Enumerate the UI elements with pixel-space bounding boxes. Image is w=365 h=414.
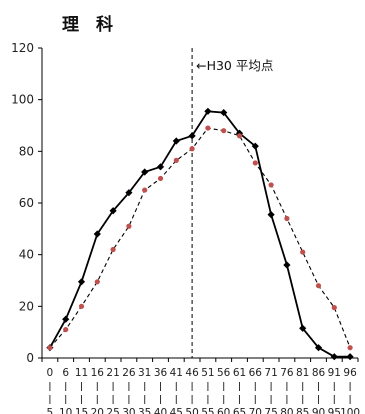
x-tick-label-start: 41	[170, 367, 183, 379]
x-tick-label-end: 25	[106, 407, 119, 414]
series-2-point	[142, 187, 148, 193]
x-tick-label-end: 15	[75, 407, 88, 414]
series-1-point	[283, 261, 291, 269]
x-tick-label-start: 21	[106, 367, 119, 379]
x-tick-label-start: 96	[343, 367, 357, 379]
series-1-point	[299, 324, 307, 332]
x-tick-label-start: 76	[280, 367, 294, 379]
series-1-point	[109, 207, 117, 215]
x-tick-label-start: 71	[264, 367, 277, 379]
x-tick-label-start: 11	[75, 367, 88, 379]
series-2-point	[157, 175, 164, 182]
series-2-point	[300, 249, 306, 255]
series-2-point	[126, 223, 132, 229]
series-1-point	[141, 168, 149, 176]
y-tick-label: 120	[11, 41, 34, 55]
x-tick-label-end: 50	[185, 407, 198, 414]
series-2-point	[205, 125, 211, 131]
x-tick-label-start: 46	[185, 367, 199, 379]
series-2-line	[49, 127, 351, 349]
x-tick-label-end: 40	[154, 407, 167, 414]
series-2-point	[173, 157, 179, 163]
x-tick-label-end: 45	[170, 407, 183, 414]
series-1-point	[220, 108, 228, 117]
series-group	[46, 107, 354, 361]
series-1-point	[330, 353, 338, 361]
y-tick-label: 20	[19, 299, 34, 313]
x-tick-label-start: 56	[217, 367, 231, 379]
y-tick-label: 80	[19, 144, 34, 158]
x-tick-label-start: 81	[296, 367, 309, 379]
chart-title: 理 科	[62, 14, 113, 35]
x-tick-label-end: 60	[217, 407, 230, 414]
series-1-point	[314, 344, 323, 352]
x-tick-label-end: 65	[233, 407, 246, 414]
series-2-point	[221, 128, 227, 134]
series-2-point	[331, 305, 337, 311]
series-1-point	[346, 353, 354, 361]
y-tick-label: 0	[26, 351, 34, 365]
series-2-point	[284, 215, 290, 222]
y-axis-ticks: 0 20 40 60 80 100 120	[11, 41, 42, 365]
series-1-point	[156, 163, 165, 171]
series-2-point	[110, 246, 116, 253]
x-tick-label-end: 95	[328, 407, 341, 414]
y-tick-label: 40	[19, 248, 34, 262]
series-1-point	[125, 189, 133, 197]
x-tick-label-end: 70	[249, 407, 262, 414]
series-2-point	[315, 283, 322, 289]
y-tick-label: 100	[11, 93, 34, 107]
x-tick-label-start: 36	[154, 367, 168, 379]
series-1-point	[204, 107, 212, 115]
chart-axes	[41, 48, 358, 359]
series-2-point	[189, 146, 195, 152]
series-1-point	[188, 132, 196, 140]
series-1-point	[267, 211, 275, 219]
average-score-annotation: ←H30 平均点	[196, 58, 273, 73]
x-tick-label-end: 80	[280, 407, 293, 414]
x-tick-label-start: 61	[233, 367, 246, 379]
x-tick-label-start: 16	[91, 367, 105, 379]
x-tick-label-end: 75	[264, 407, 277, 414]
series-2-point	[236, 133, 243, 139]
series-1-point	[251, 142, 259, 150]
x-axis-ticks: 0561011151620212526303135364041454650515…	[41, 358, 360, 414]
x-tick-label-start: 91	[328, 367, 341, 379]
x-tick-label-start: 86	[312, 367, 326, 379]
series-2-point	[63, 326, 69, 333]
x-tick-label-end: 55	[201, 407, 214, 414]
y-tick-label: 60	[19, 196, 34, 210]
x-tick-label-start: 0	[47, 367, 54, 379]
x-tick-label-start: 51	[201, 367, 214, 379]
series-2-point	[347, 345, 353, 351]
x-tick-label-end: 35	[138, 407, 151, 414]
x-tick-label-end: 20	[91, 407, 104, 414]
series-2-point	[268, 182, 274, 188]
series-1-point	[172, 137, 180, 145]
x-tick-label-end: 90	[312, 407, 325, 414]
x-tick-label-start: 66	[249, 367, 263, 379]
x-tick-label-start: 26	[122, 367, 136, 379]
series-1-point	[77, 278, 86, 286]
x-tick-label-end: 10	[59, 407, 72, 414]
series-1-line	[49, 110, 351, 358]
x-tick-label-start: 6	[62, 367, 69, 379]
x-tick-label-end: 30	[122, 407, 135, 414]
series-2-point	[47, 345, 53, 351]
series-2-point	[94, 279, 100, 285]
series-1-point	[93, 230, 101, 238]
series-1-point	[62, 315, 70, 323]
x-tick-label-start: 31	[138, 367, 151, 379]
series-2-point	[78, 303, 85, 309]
x-tick-label-end: 85	[296, 407, 309, 414]
x-tick-label-end: 100	[340, 407, 360, 414]
series-2-point	[252, 160, 258, 166]
x-tick-label-end: 5	[47, 407, 54, 414]
